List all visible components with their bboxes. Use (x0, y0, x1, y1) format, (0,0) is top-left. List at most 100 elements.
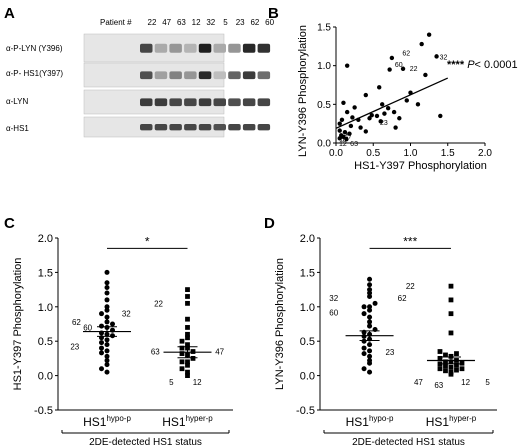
data-point (377, 85, 382, 90)
point-label: 12 (193, 378, 202, 387)
data-point (454, 351, 459, 356)
y-axis-title: LYN-Y396 Phosphorylation (297, 25, 309, 157)
data-point (361, 311, 367, 317)
y-tick-label: -0.5 (296, 405, 315, 417)
patient-number: 32 (206, 18, 215, 27)
data-point (99, 366, 104, 372)
category-base: HS1 (426, 415, 450, 429)
point-label: 63 (434, 381, 443, 390)
data-point (400, 66, 406, 71)
point-label: 5 (485, 378, 490, 387)
data-point (367, 304, 373, 310)
p-value: < 0.0001 (475, 59, 518, 71)
data-point (382, 111, 387, 116)
blot-band (169, 43, 182, 53)
data-point (367, 293, 373, 299)
p-value-annotation: **** P< 0.0001 (447, 59, 518, 71)
x-axis-title: 2DE-detected HS1 status (352, 437, 465, 448)
data-point (99, 311, 104, 317)
blot-band (257, 124, 271, 131)
y-tick-label: 1.0 (317, 61, 331, 72)
category-superscript: hyper-p (186, 414, 214, 423)
data-point (358, 125, 363, 130)
data-point (339, 117, 345, 123)
data-point (185, 342, 190, 348)
blot-band (198, 71, 212, 80)
data-point (369, 112, 374, 118)
data-point (185, 335, 190, 341)
data-point (404, 98, 409, 103)
blot-label-lyn: α-LYN (6, 97, 28, 106)
data-point (337, 121, 342, 126)
data-point (367, 353, 373, 359)
data-point (367, 314, 373, 320)
blot-band (140, 71, 153, 80)
data-point (350, 115, 355, 120)
blot-label-plyn: α-P-LYN (Y396) (6, 44, 63, 53)
data-point (104, 362, 110, 368)
data-point (363, 92, 368, 98)
data-point (367, 282, 373, 288)
point-label: 23 (70, 343, 79, 352)
point-label: 22 (410, 66, 418, 73)
data-point (185, 331, 190, 337)
data-point (389, 55, 395, 61)
data-point (99, 323, 104, 329)
data-point (448, 364, 454, 370)
data-point (104, 348, 110, 354)
patient-number: 22 (148, 18, 157, 27)
data-point (104, 304, 110, 310)
data-point (344, 109, 350, 115)
data-point (361, 338, 367, 344)
x-tick-label: 0.5 (366, 148, 380, 159)
data-point (104, 280, 110, 286)
blot-band (228, 71, 241, 80)
data-point (104, 342, 110, 348)
data-point (104, 319, 110, 325)
category-base: HS1 (346, 415, 370, 429)
blot-band (213, 71, 226, 80)
data-point (448, 283, 454, 289)
data-point (367, 116, 372, 121)
data-point (99, 350, 104, 356)
data-point (190, 356, 196, 361)
blot-band (169, 124, 182, 131)
data-point (361, 351, 367, 357)
data-point (185, 294, 190, 299)
point-label: 5 (340, 136, 344, 143)
blot-band (213, 124, 226, 131)
data-point (379, 102, 385, 107)
y-tick-label: 1.0 (38, 302, 53, 314)
blot-band (228, 43, 241, 53)
blot-band (140, 98, 153, 107)
data-point (367, 342, 373, 348)
data-point (367, 290, 373, 296)
data-point (397, 116, 402, 121)
point-label: 62 (72, 318, 81, 327)
data-point (459, 366, 465, 372)
y-tick-label: 0.0 (38, 371, 53, 383)
data-point (367, 307, 373, 313)
p-label: P (467, 59, 475, 71)
data-point (341, 134, 346, 140)
data-point (363, 129, 368, 134)
point-label: 12 (461, 378, 470, 387)
blot-band (154, 124, 168, 131)
blot-band (257, 43, 271, 53)
data-point (378, 119, 383, 124)
data-point (190, 349, 196, 354)
data-point (179, 351, 185, 356)
data-point (367, 287, 373, 293)
data-point (437, 349, 443, 354)
data-point (348, 123, 354, 129)
data-point (367, 319, 373, 325)
regression-line (335, 77, 449, 129)
category-label: HS1hypo-p (346, 414, 394, 429)
data-point (391, 109, 397, 115)
blot-band (140, 43, 153, 53)
blot-strip-plyn (83, 33, 225, 63)
data-point (367, 348, 373, 354)
data-point (459, 360, 465, 366)
category-label: HS1hypo-p (83, 414, 131, 429)
data-point (104, 314, 110, 320)
